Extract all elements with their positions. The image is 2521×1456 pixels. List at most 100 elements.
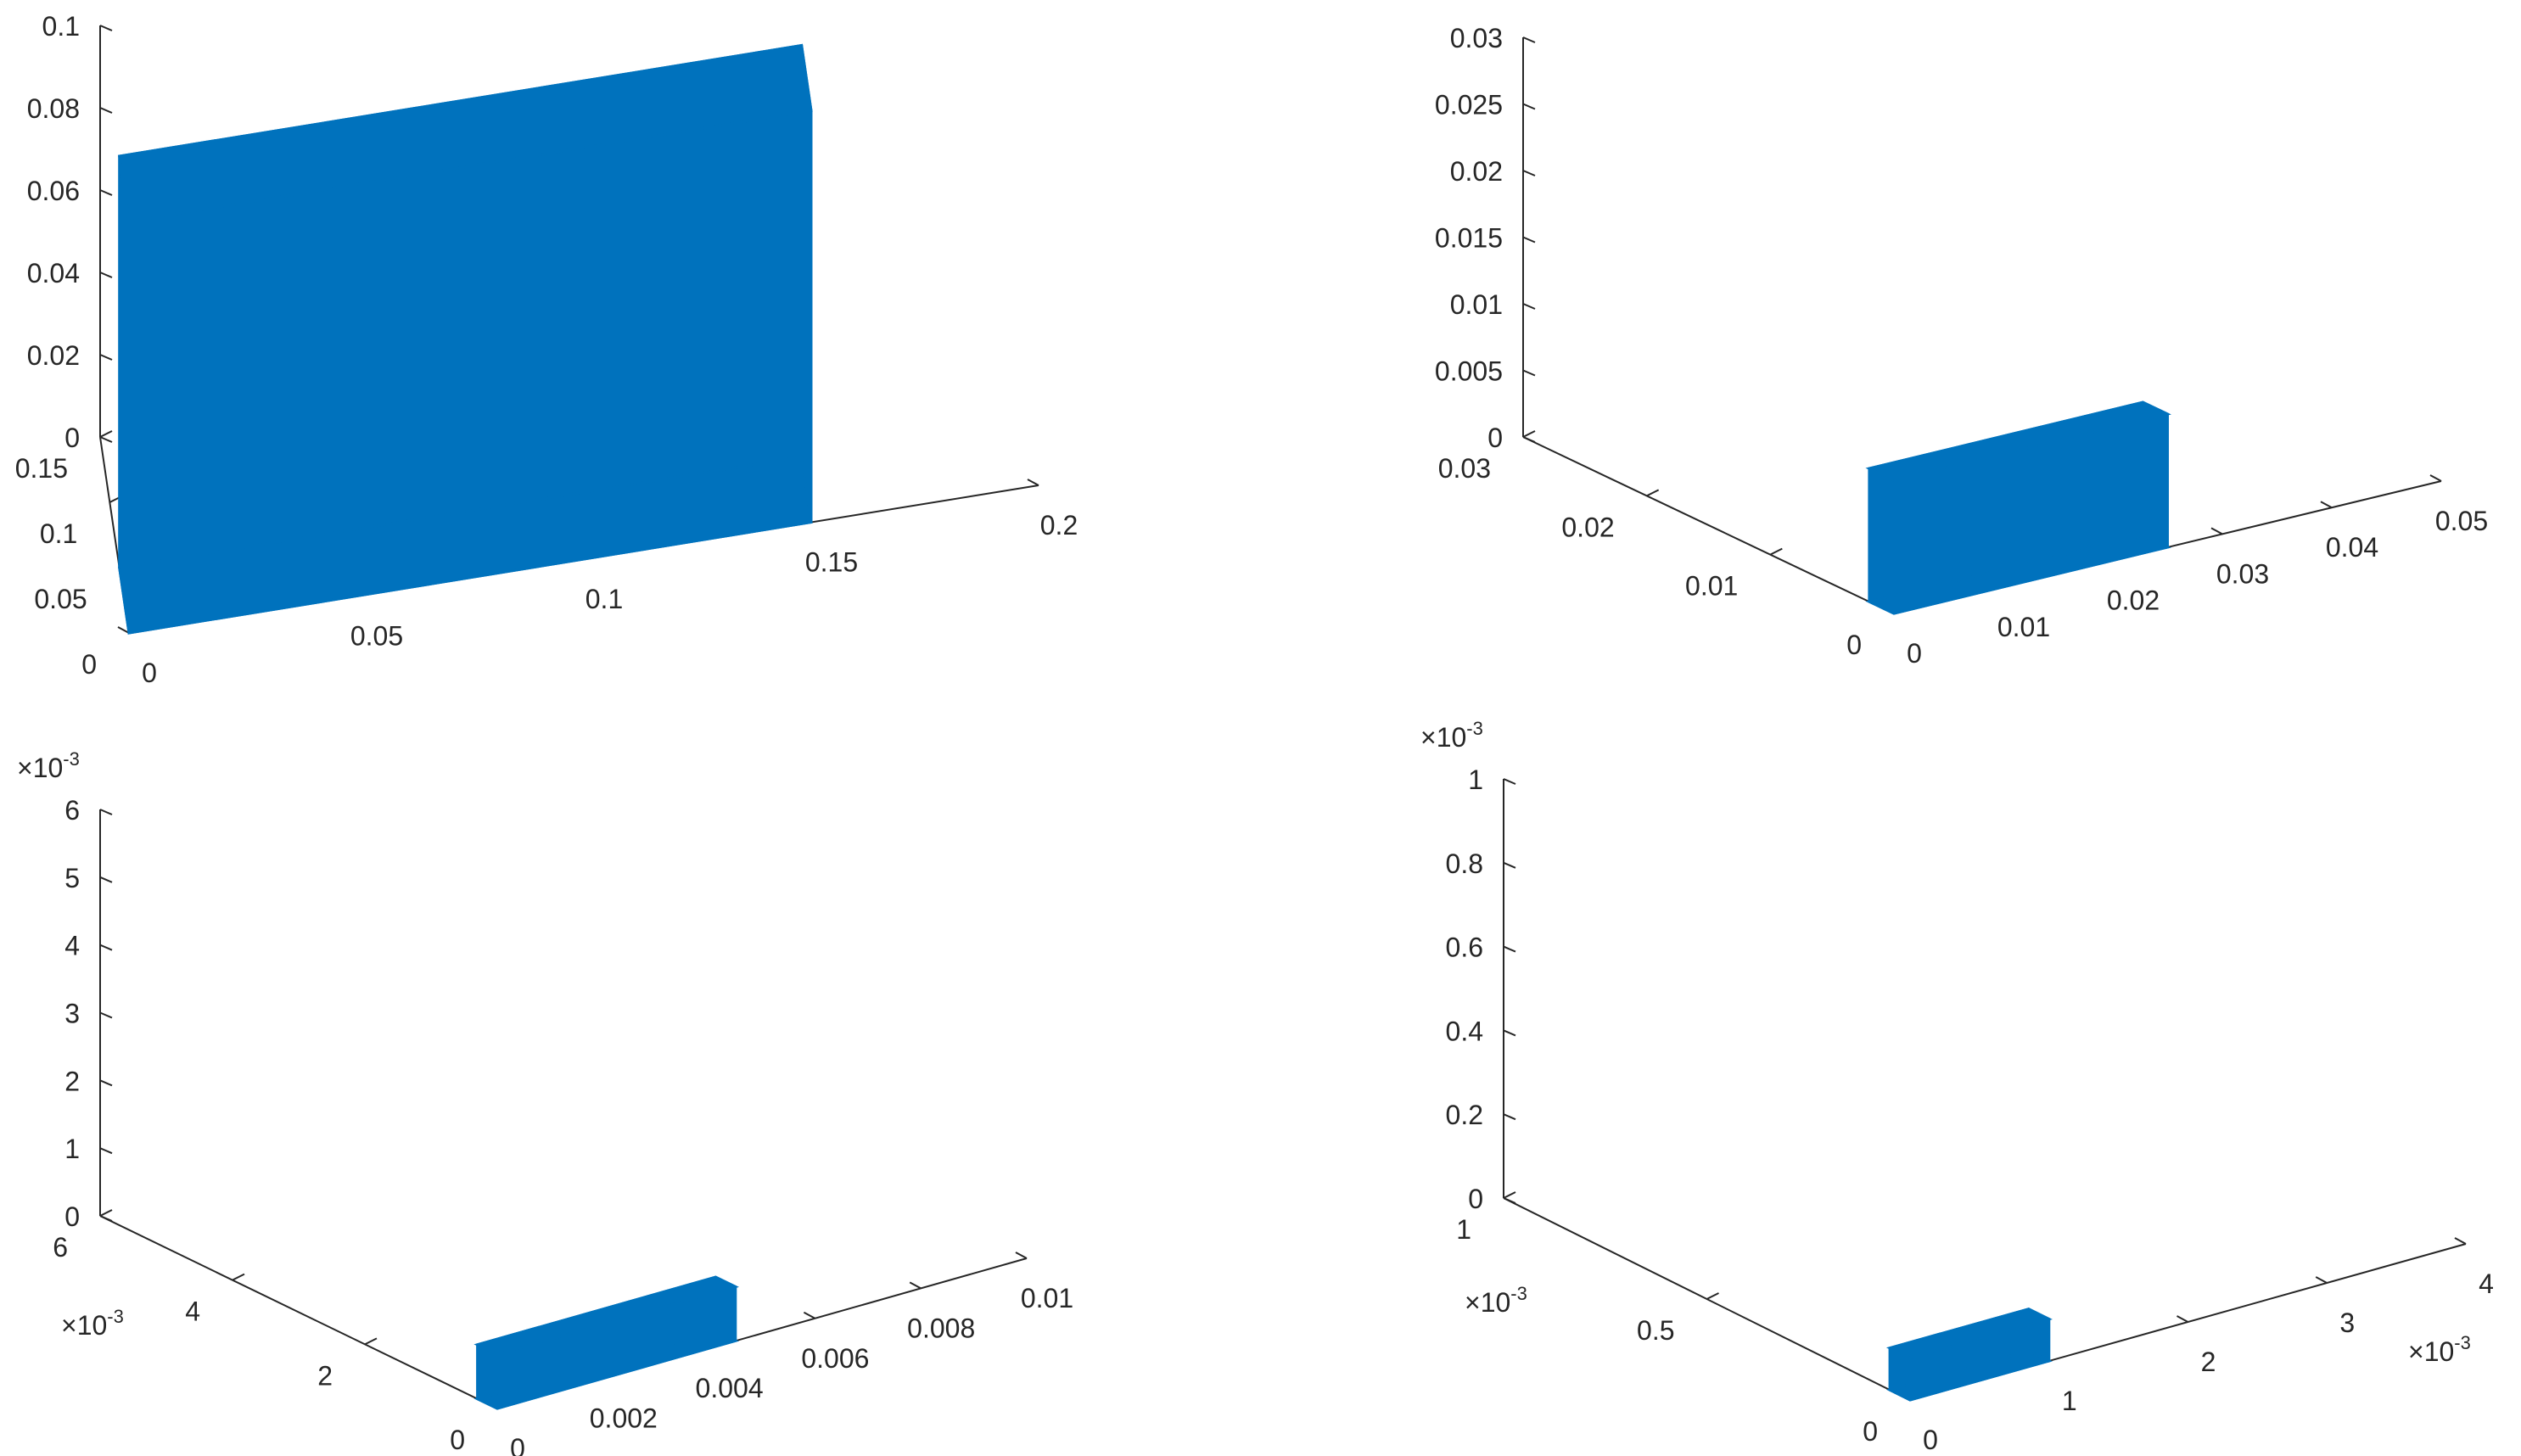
x-tick-label: 0.05 xyxy=(2435,506,2488,536)
y-tick-mark xyxy=(1706,1292,1719,1300)
y-tick-label: 0 xyxy=(1846,630,1862,660)
z-tick-label: 0.06 xyxy=(27,176,80,206)
z-tick-mark xyxy=(1503,861,1516,869)
x-tick-label: 1 xyxy=(2062,1386,2077,1416)
z-tick-mark xyxy=(99,1215,113,1222)
y-tick-mark xyxy=(1646,489,1660,497)
x-tick-label: 0 xyxy=(1923,1425,1938,1455)
z-tick-label: 4 xyxy=(64,931,80,961)
z-tick-mark xyxy=(1522,170,1536,176)
z-tick-label: 0.015 xyxy=(1435,223,1503,254)
z-tick-mark xyxy=(99,1011,113,1019)
y-axis-line xyxy=(1522,436,1895,614)
x-tick-mark xyxy=(2315,1276,2328,1284)
y-tick-label: 0.15 xyxy=(15,453,68,484)
z-tick-label: 0.02 xyxy=(1450,156,1503,187)
point-cloud-top xyxy=(1885,1308,2053,1360)
x-tick-mark xyxy=(2176,1315,2188,1323)
z-tick-mark xyxy=(99,189,113,196)
x-tick-mark xyxy=(909,1281,922,1290)
z-tick-label: 0.6 xyxy=(1446,932,1483,963)
y-tick-mark xyxy=(364,1337,378,1346)
z-tick-mark xyxy=(1503,1113,1516,1121)
z-tick-label: 0.02 xyxy=(27,340,80,371)
x-tick-mark xyxy=(803,1311,815,1319)
z-tick-mark xyxy=(99,876,113,883)
x-tick-mark xyxy=(1015,1252,1028,1259)
subplot-3: 00.0020.0040.0060.0080.0102460123456×10-… xyxy=(17,748,1073,1456)
z-tick-mark xyxy=(99,809,113,815)
subplot-2: 00.010.020.030.040.0500.010.020.0300.005… xyxy=(1435,23,2488,669)
x-tick-mark xyxy=(117,626,130,634)
y-tick-label: 0.02 xyxy=(1561,512,1614,542)
z-tick-mark xyxy=(1522,36,1536,43)
x-tick-label: 3 xyxy=(2339,1308,2355,1338)
z-tick-mark xyxy=(99,107,113,114)
y-tick-label: 0.03 xyxy=(1438,453,1491,484)
z-tick-label: 5 xyxy=(64,863,80,893)
x-tick-label: 0 xyxy=(510,1433,525,1456)
y-tick-label: 0 xyxy=(450,1425,465,1455)
point-cloud-top xyxy=(473,1275,739,1356)
x-tick-label: 0.01 xyxy=(1997,612,2050,642)
y-tick-label: 6 xyxy=(53,1232,68,1263)
x-tick-label: 0.01 xyxy=(1021,1283,1073,1313)
x-tick-label: 0.006 xyxy=(801,1343,869,1374)
point-cloud-top xyxy=(118,43,813,223)
z-tick-mark xyxy=(1503,1197,1516,1204)
x-tick-label: 0.02 xyxy=(2107,585,2160,616)
z-tick-mark xyxy=(99,944,113,951)
z-tick-mark xyxy=(99,25,113,31)
z-tick-label: 0 xyxy=(64,423,80,453)
subplot-1: 00.050.10.150.200.050.10.1500.020.040.06… xyxy=(15,11,1078,688)
x-tick-label: 0 xyxy=(142,658,157,688)
y-tick-label: 0 xyxy=(1863,1416,1878,1447)
x-tick-mark xyxy=(1027,479,1039,486)
point-cloud-base xyxy=(1885,1349,2053,1402)
z-tick-label: 0.04 xyxy=(27,258,80,288)
x-tick-label: 0.008 xyxy=(907,1313,975,1343)
x-tick-label: 4 xyxy=(2479,1268,2494,1299)
y-tick-label: 0 xyxy=(81,649,97,680)
z-tick-mark xyxy=(1503,778,1516,785)
y-tick-mark xyxy=(1503,1191,1516,1199)
z-tick-label: 1 xyxy=(1468,764,1483,795)
point-cloud-base xyxy=(118,455,813,635)
z-tick-label: 1 xyxy=(64,1134,80,1164)
x-tick-mark xyxy=(2429,474,2442,482)
point-cloud-base xyxy=(1865,534,2171,615)
x-tick-label: 0.05 xyxy=(350,621,403,652)
z-tick-mark xyxy=(99,354,113,361)
y-tick-mark xyxy=(1522,430,1536,438)
y-tick-label: 1 xyxy=(1456,1214,1471,1245)
y-exponent-label: ×10-3 xyxy=(61,1306,124,1341)
y-tick-label: 0.1 xyxy=(40,518,77,549)
z-tick-label: 0.025 xyxy=(1435,90,1503,120)
x-tick-label: 0.15 xyxy=(805,547,858,578)
z-tick-label: 0.03 xyxy=(1450,23,1503,53)
z-tick-label: 0 xyxy=(1468,1184,1483,1214)
z-tick-label: 3 xyxy=(64,999,80,1029)
z-tick-label: 6 xyxy=(64,795,80,826)
z-tick-mark xyxy=(1522,436,1536,443)
y-exponent-label: ×10-3 xyxy=(1465,1283,1527,1318)
y-axis-line xyxy=(99,1215,498,1409)
z-tick-label: 0.01 xyxy=(1450,289,1503,320)
z-tick-mark xyxy=(99,272,113,278)
x-tick-mark xyxy=(2454,1237,2467,1245)
x-tick-label: 2 xyxy=(2201,1347,2216,1377)
z-tick-label: 2 xyxy=(64,1066,80,1096)
z-tick-mark xyxy=(99,1147,113,1155)
y-tick-label: 4 xyxy=(185,1296,200,1327)
z-tick-label: 0.1 xyxy=(42,11,80,42)
z-tick-label: 0.4 xyxy=(1446,1016,1483,1046)
x-tick-label: 0 xyxy=(1907,638,1922,669)
z-tick-mark xyxy=(1522,236,1536,244)
y-tick-label: 0.01 xyxy=(1685,571,1738,602)
y-tick-mark xyxy=(232,1273,245,1281)
x-tick-label: 0.2 xyxy=(1040,510,1078,540)
z-exponent-label: ×10-3 xyxy=(17,748,80,783)
z-tick-mark xyxy=(1503,1029,1516,1037)
